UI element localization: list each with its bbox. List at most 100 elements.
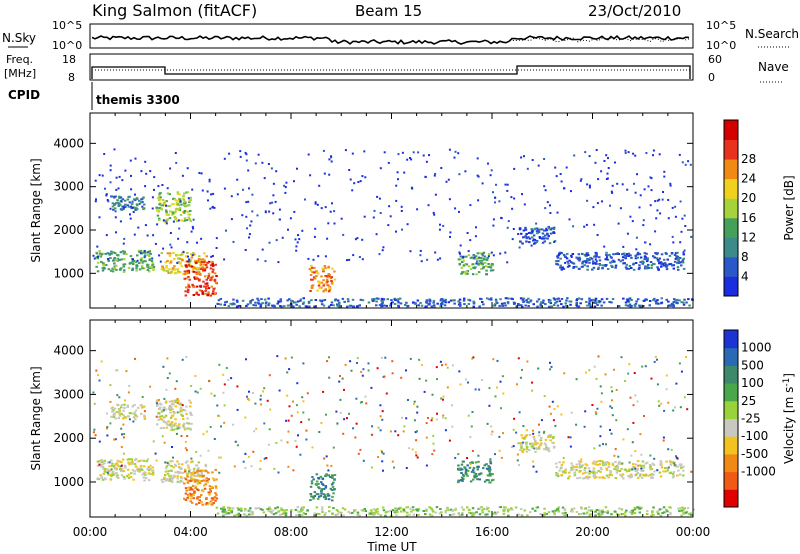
range-cell — [245, 159, 248, 162]
range-cell — [138, 460, 141, 462]
range-cell — [636, 256, 639, 259]
range-cell — [254, 304, 258, 307]
range-cell — [248, 187, 250, 190]
range-cell — [93, 428, 96, 431]
range-cell — [622, 438, 625, 441]
range-cell — [657, 302, 660, 305]
range-cell — [184, 499, 188, 501]
range-cell — [356, 513, 360, 516]
range-cell — [199, 475, 202, 478]
range-cell — [255, 427, 258, 430]
range-cell — [163, 203, 167, 206]
range-cell — [584, 463, 587, 466]
range-cell — [191, 484, 195, 487]
range-cell — [175, 202, 179, 205]
range-cell — [122, 417, 125, 420]
range-cell — [438, 512, 442, 515]
range-cell — [184, 447, 187, 450]
colorbar-segment — [724, 383, 738, 402]
range-cell — [669, 184, 672, 187]
range-cell — [120, 200, 123, 203]
range-cell — [158, 207, 161, 209]
range-cell — [254, 162, 257, 165]
range-cell — [267, 304, 270, 307]
range-cell — [656, 258, 660, 261]
range-cell — [176, 402, 179, 404]
range-cell — [624, 301, 628, 304]
range-cell — [555, 175, 558, 178]
range-cell — [520, 232, 523, 235]
range-cell — [677, 261, 681, 264]
range-cell — [458, 262, 462, 265]
range-cell — [183, 219, 187, 222]
range-cell — [143, 479, 146, 482]
range-cell — [609, 261, 612, 264]
range-cell — [457, 152, 460, 155]
range-cell — [677, 507, 680, 510]
range-cell — [467, 381, 469, 384]
range-cell — [637, 268, 641, 271]
range-cell — [517, 513, 521, 516]
range-cell — [494, 453, 496, 456]
range-cell — [189, 413, 192, 416]
range-cell — [664, 470, 668, 473]
range-cell — [129, 217, 132, 220]
range-cell — [647, 185, 650, 188]
range-cell — [133, 233, 136, 236]
range-cell — [570, 411, 573, 414]
range-cell — [481, 263, 484, 266]
range-cell — [268, 428, 271, 431]
range-cell — [323, 265, 327, 267]
range-cell — [209, 426, 212, 428]
range-cell — [233, 465, 236, 468]
range-cell — [435, 418, 438, 421]
range-cell — [564, 468, 568, 471]
range-cell — [575, 256, 578, 259]
range-cell — [134, 459, 137, 462]
range-cell — [176, 220, 179, 223]
range-cell — [401, 151, 404, 154]
range-cell — [118, 412, 121, 415]
range-cell — [671, 302, 674, 305]
range-cell — [658, 404, 661, 407]
range-cell — [459, 467, 462, 470]
x-tick-label: 00:00 — [676, 525, 711, 539]
range-cell — [163, 397, 166, 400]
range-cell — [614, 161, 616, 164]
range-cell — [204, 285, 208, 288]
range-cell — [208, 493, 211, 496]
range-cell — [549, 412, 552, 415]
range-cell — [139, 464, 143, 467]
range-cell — [678, 507, 681, 510]
range-cell — [590, 257, 594, 260]
range-cell — [115, 188, 118, 191]
range-cell — [130, 460, 134, 463]
range-cell — [633, 182, 635, 185]
range-cell — [150, 260, 154, 262]
range-cell — [573, 471, 577, 474]
range-cell — [332, 304, 335, 307]
range-cell — [230, 218, 233, 221]
range-cell — [197, 461, 201, 464]
range-cell — [196, 479, 199, 482]
range-cell — [665, 252, 668, 255]
range-cell — [295, 445, 298, 448]
range-cell — [195, 291, 199, 294]
range-cell — [143, 254, 147, 257]
range-cell — [439, 223, 441, 226]
range-cell — [190, 422, 193, 425]
range-cell — [601, 460, 604, 463]
range-cell — [468, 299, 472, 302]
range-cell — [123, 199, 127, 202]
range-cell — [487, 465, 490, 468]
range-cell — [225, 512, 228, 515]
range-cell — [212, 497, 215, 500]
nsearch-tick-top: 10^5 — [706, 19, 736, 32]
range-cell — [198, 278, 201, 281]
range-cell — [284, 191, 287, 194]
range-cell — [510, 196, 513, 199]
range-cell — [649, 476, 653, 479]
range-cell — [601, 200, 603, 203]
range-cell — [141, 473, 144, 476]
range-cell — [140, 252, 144, 255]
